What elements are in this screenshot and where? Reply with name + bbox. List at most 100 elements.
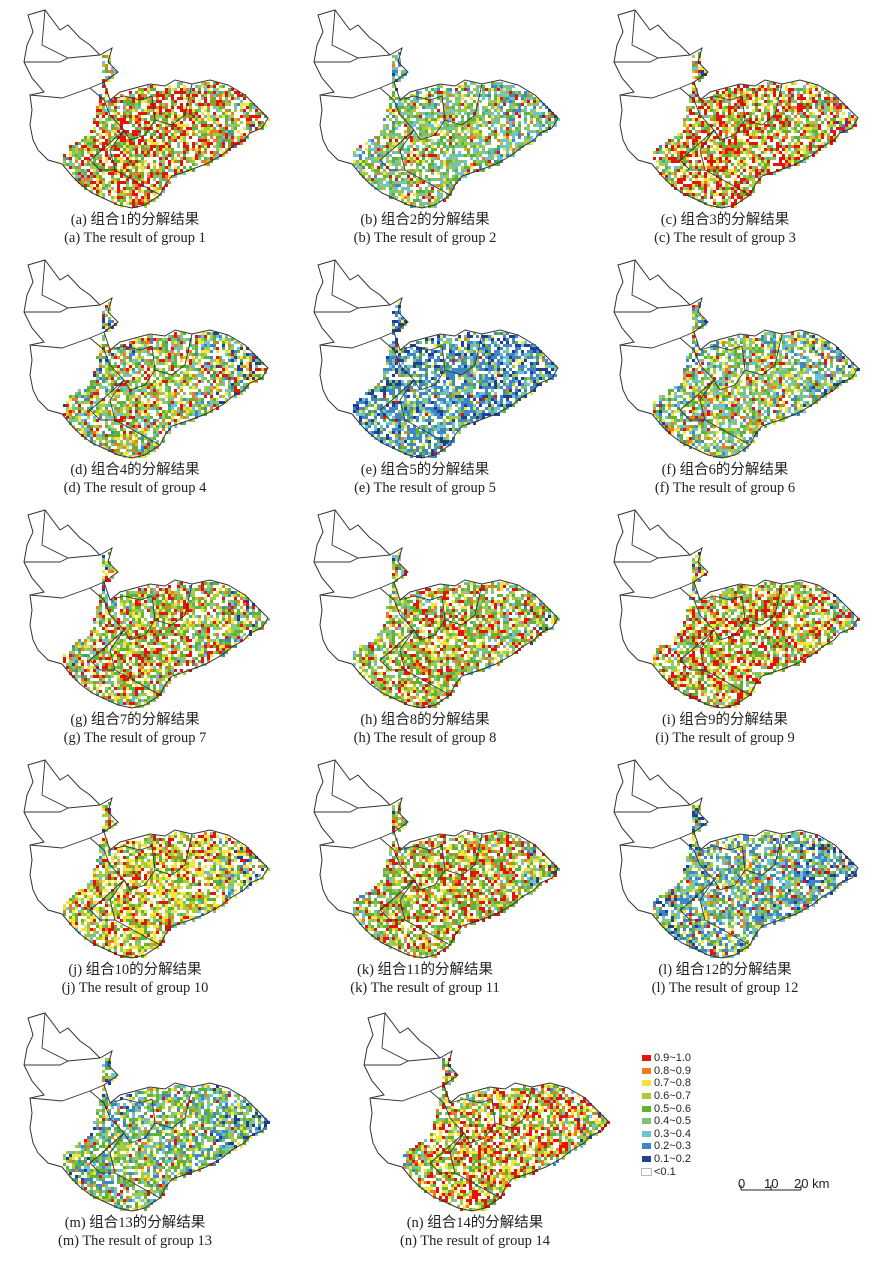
raster-cell	[102, 404, 105, 407]
raster-cell	[410, 145, 413, 148]
raster-cell	[689, 154, 692, 157]
raster-cell	[177, 347, 180, 350]
raster-cell	[389, 148, 392, 151]
raster-cell	[713, 202, 716, 205]
raster-cell	[120, 362, 123, 365]
raster-cell	[722, 112, 725, 115]
raster-cell	[704, 190, 707, 193]
raster-cell	[848, 124, 851, 127]
raster-cell	[761, 166, 764, 169]
raster-cell	[785, 157, 788, 160]
raster-cell	[485, 109, 488, 112]
raster-cell	[788, 154, 791, 157]
raster-cell	[81, 172, 84, 175]
raster-cell	[171, 127, 174, 130]
raster-cell	[707, 169, 710, 172]
raster-cell	[102, 61, 105, 64]
raster-cell	[692, 82, 695, 85]
raster-cell	[752, 175, 755, 178]
raster-cell	[377, 148, 380, 151]
raster-cell	[827, 100, 830, 103]
raster-cell	[845, 130, 848, 133]
raster-cell	[168, 389, 171, 392]
raster-cell	[207, 404, 210, 407]
raster-cell	[665, 148, 668, 151]
raster-cell	[464, 103, 467, 106]
raster-cell	[743, 151, 746, 154]
raster-cell	[812, 142, 815, 145]
raster-cell	[246, 383, 249, 386]
raster-cell	[99, 404, 102, 407]
raster-cell	[96, 109, 99, 112]
raster-cell	[500, 160, 503, 163]
raster-cell	[135, 407, 138, 410]
raster-cell	[449, 112, 452, 115]
raster-cell	[386, 154, 389, 157]
raster-cell	[680, 166, 683, 169]
raster-cell	[719, 193, 722, 196]
raster-cell	[482, 139, 485, 142]
raster-cell	[719, 175, 722, 178]
raster-cell	[243, 112, 246, 115]
raster-cell	[509, 100, 512, 103]
raster-cell	[410, 184, 413, 187]
raster-cell	[770, 115, 773, 118]
raster-cell	[419, 199, 422, 202]
raster-cell	[485, 163, 488, 166]
raster-cell	[108, 371, 111, 374]
raster-cell	[692, 187, 695, 190]
raster-cell	[237, 136, 240, 139]
raster-cell	[836, 127, 839, 130]
raster-cell	[102, 169, 105, 172]
raster-cell	[198, 136, 201, 139]
raster-cell	[743, 157, 746, 160]
raster-cell	[467, 85, 470, 88]
raster-cell	[704, 181, 707, 184]
raster-cell	[740, 148, 743, 151]
raster-cell	[398, 184, 401, 187]
raster-cell	[443, 142, 446, 145]
raster-cell	[165, 350, 168, 353]
raster-cell	[410, 136, 413, 139]
raster-cell	[683, 130, 686, 133]
raster-cell	[111, 398, 114, 401]
raster-cell	[222, 91, 225, 94]
raster-cell	[752, 124, 755, 127]
raster-cell	[404, 70, 407, 73]
raster-cell	[147, 362, 150, 365]
raster-cell	[785, 109, 788, 112]
raster-cell	[129, 103, 132, 106]
raster-cell	[192, 112, 195, 115]
raster-cell	[824, 106, 827, 109]
raster-cell	[123, 163, 126, 166]
raster-cell	[476, 163, 479, 166]
raster-cell	[114, 172, 117, 175]
raster-cell	[144, 145, 147, 148]
raster-cell	[81, 148, 84, 151]
raster-cell	[189, 404, 192, 407]
raster-cell	[237, 380, 240, 383]
raster-cell	[129, 380, 132, 383]
raster-cell	[428, 169, 431, 172]
raster-cell	[467, 91, 470, 94]
raster-cell	[102, 115, 105, 118]
raster-cell	[225, 109, 228, 112]
raster-cell	[371, 169, 374, 172]
raster-cell	[674, 181, 677, 184]
raster-cell	[674, 136, 677, 139]
raster-cell	[207, 109, 210, 112]
raster-cell	[159, 338, 162, 341]
raster-cell	[800, 160, 803, 163]
raster-cell	[698, 172, 701, 175]
raster-cell	[506, 136, 509, 139]
raster-cell	[455, 100, 458, 103]
raster-cell	[485, 94, 488, 97]
raster-cell	[803, 160, 806, 163]
raster-cell	[138, 97, 141, 100]
raster-cell	[800, 97, 803, 100]
raster-cell	[419, 190, 422, 193]
raster-cell	[120, 166, 123, 169]
raster-cell	[494, 88, 497, 91]
raster-cell	[126, 109, 129, 112]
raster-cell	[183, 154, 186, 157]
